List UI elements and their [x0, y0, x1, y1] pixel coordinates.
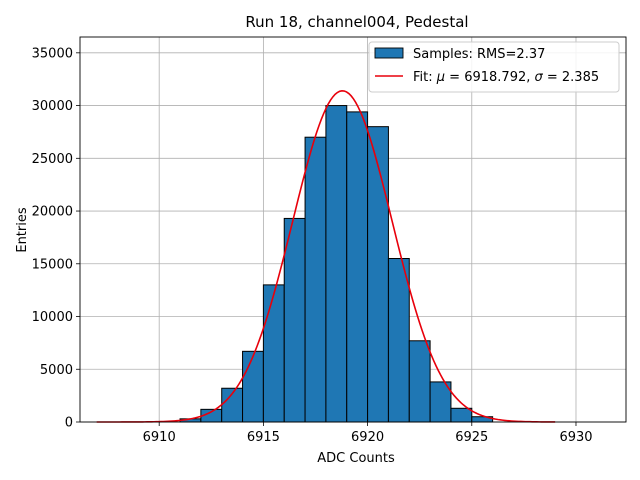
x-axis-label: ADC Counts [317, 451, 395, 466]
x-tick-label: 6915 [247, 430, 280, 445]
chart-title: Run 18, channel004, Pedestal [245, 13, 468, 31]
histogram-bar [408, 340, 431, 423]
legend-box [368, 41, 620, 93]
fit-curve [96, 90, 556, 423]
y-tick-label: 20000 [32, 205, 73, 220]
y-tick-label: 0 [65, 416, 73, 431]
histogram-bar [242, 350, 264, 423]
axis-ticks: 6910 6915 6920 6925 6930 0 5000 10000 15000 20000… [32, 46, 593, 445]
y-tick-label: 15000 [32, 257, 73, 272]
x-tick-label: 6930 [559, 430, 592, 445]
histogram-bar [283, 217, 306, 423]
x-tick-label: 6910 [143, 430, 176, 445]
y-tick-label: 25000 [32, 152, 73, 167]
histogram-bar [346, 111, 369, 423]
y-axis-label: Entries [15, 207, 30, 253]
plot-frame [79, 36, 627, 423]
y-tick-label: 5000 [40, 363, 73, 378]
y-tick-label: 30000 [32, 99, 73, 114]
histogram-bars [179, 105, 494, 423]
histogram-bar [387, 258, 410, 423]
y-tick-label: 10000 [32, 310, 73, 325]
y-tick-label: 35000 [32, 46, 73, 61]
x-tick-label: 6920 [351, 430, 384, 445]
legend-histogram-label: Samples: RMS=2.37 [413, 47, 545, 62]
x-tick-label: 6925 [455, 430, 488, 445]
histogram-bar [325, 105, 348, 423]
fit-curve-group [96, 90, 556, 423]
histogram-bar [367, 126, 389, 423]
legend-fit-label: Fit: μ = 6918.792, σ = 2.385 [413, 70, 599, 85]
histogram-bar [450, 407, 473, 423]
histogram-bar [304, 136, 327, 423]
histogram-bar [262, 284, 285, 423]
legend-histogram-swatch [374, 47, 404, 59]
legend: Samples: RMS=2.37 Fit: μ = 6918.792, σ =… [368, 41, 620, 93]
